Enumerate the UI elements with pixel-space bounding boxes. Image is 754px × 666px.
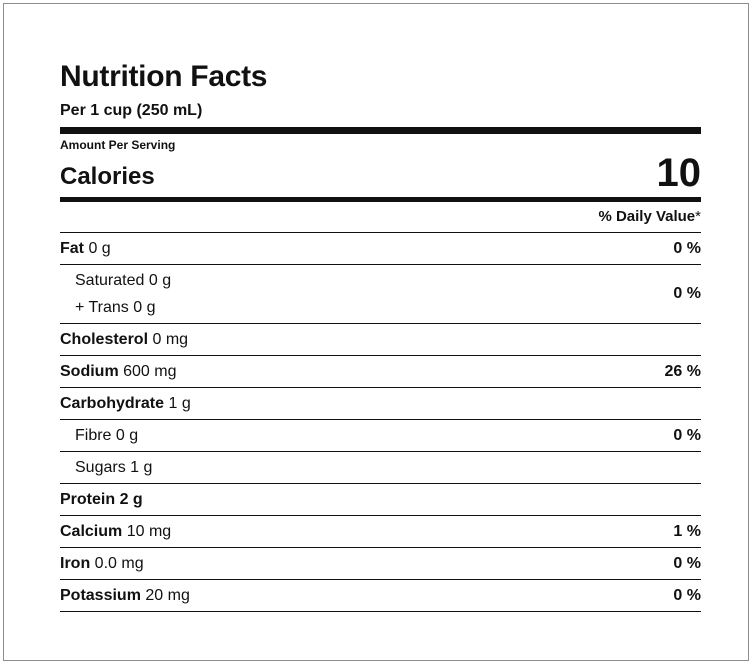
nutrient-row-fat: Fat 0 g 0 % [60, 233, 701, 265]
nutrient-amount: 2 g [119, 490, 143, 508]
nutrition-facts-label: Nutrition Facts Per 1 cup (250 mL) Amoun… [60, 60, 701, 612]
nutrient-name: Carbohydrate [60, 394, 165, 412]
nutrient-amount: 0 g [148, 272, 172, 289]
nutrient-name: Calcium [60, 522, 123, 540]
nutrient-amount: 0 g [133, 299, 156, 316]
nutrient-amount: 10 mg [126, 522, 172, 540]
nutrient-row-sugars: Sugars 1 g [60, 452, 701, 484]
nutrient-amount: 20 mg [145, 586, 190, 604]
nutrient-amount: 600 mg [123, 362, 177, 380]
nutrient-name: Fat [60, 239, 84, 257]
daily-value-asterisk: * [695, 208, 701, 225]
nutrient-row-sodium: Sodium 600 mg 26 % [60, 356, 701, 388]
nutrient-amount: 1 g [130, 459, 153, 476]
nutrient-row-fibre: Fibre 0 g 0 % [60, 420, 701, 452]
nutrient-row-protein: Protein 2 g [60, 484, 701, 516]
nutrient-name: Potassium [60, 586, 141, 604]
amount-per-serving: Amount Per Serving [60, 138, 176, 152]
nutrient-amount: 0 g [115, 427, 139, 444]
nutrient-name: Saturated [75, 272, 145, 289]
daily-value-header: % Daily Value* [60, 202, 701, 233]
nutrient-daily-value: 1 % [673, 522, 701, 540]
daily-value-header-text: % Daily Value [598, 208, 696, 225]
nutrient-name: + Trans [75, 299, 129, 316]
medium-divider [60, 197, 701, 202]
nutrient-name: Sodium [60, 362, 119, 380]
nutrient-row-calcium: Calcium 10 mg 1 % [60, 516, 701, 548]
nutrient-amount: 0.0 mg [94, 554, 144, 572]
nutrient-row-cholesterol: Cholesterol 0 mg [60, 324, 701, 356]
nutrient-row-carbohydrate: Carbohydrate 1 g [60, 388, 701, 420]
nutrient-amount: 0 mg [152, 330, 189, 348]
nutrient-daily-value: 0 % [673, 285, 701, 302]
label-frame: Nutrition Facts Per 1 cup (250 mL) Amoun… [3, 3, 749, 661]
nutrient-amount: 0 g [88, 239, 111, 257]
nutrient-daily-value: 0 % [673, 426, 701, 444]
nutrient-daily-value: 0 % [673, 239, 701, 257]
nutrient-row-iron: Iron 0.0 mg 0 % [60, 548, 701, 580]
nutrient-name: Cholesterol [60, 330, 149, 348]
nutrient-daily-value: 26 % [664, 362, 701, 380]
calories-label: Calories [60, 163, 155, 190]
label-title: Nutrition Facts [60, 60, 268, 93]
nutrient-row-saturated-trans: Saturated 0 g + Trans 0 g 0 % [60, 265, 701, 324]
nutrient-name: Iron [60, 554, 91, 572]
nutrient-name: Sugars [75, 459, 126, 476]
calories-row: Calories 10 [60, 152, 701, 197]
nutrient-daily-value: 0 % [673, 554, 701, 572]
nutrient-daily-value: 0 % [673, 586, 701, 604]
nutrient-name: Protein [60, 490, 116, 508]
thick-divider [60, 127, 701, 134]
calories-value: 10 [656, 151, 702, 195]
nutrient-amount: 1 g [168, 394, 191, 412]
nutrient-row-potassium: Potassium 20 mg 0 % [60, 580, 701, 612]
serving-size: Per 1 cup (250 mL) [60, 102, 203, 119]
nutrient-name: Fibre [75, 427, 112, 444]
